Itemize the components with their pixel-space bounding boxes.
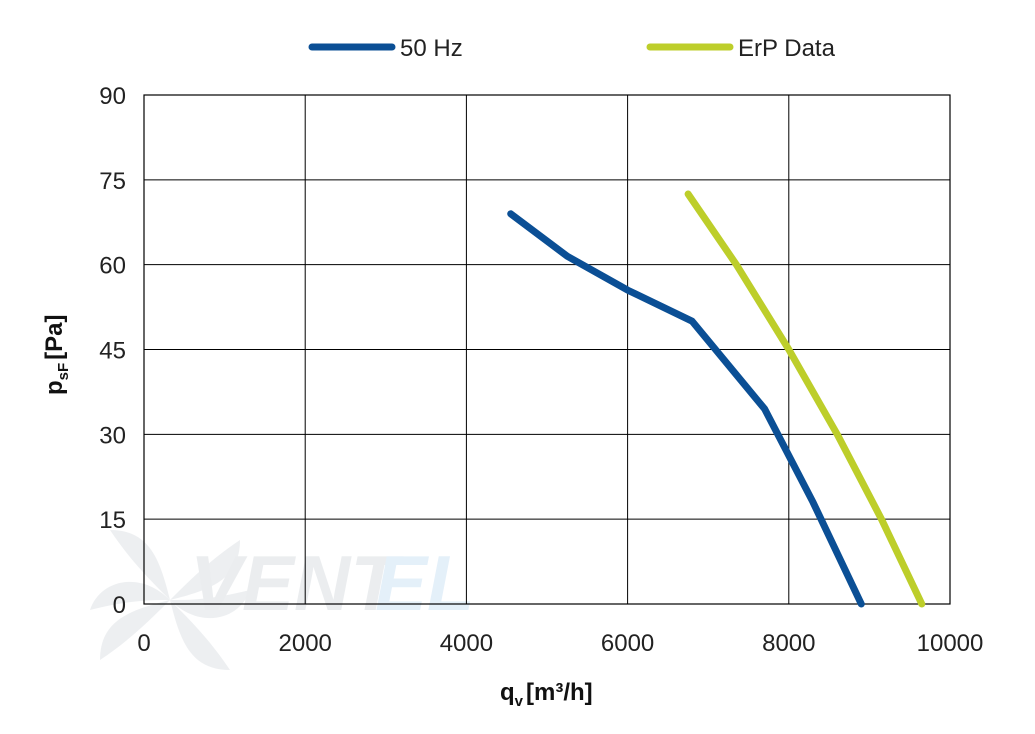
y-tick-label: 75 (99, 168, 126, 195)
y-tick-label: 45 (99, 338, 126, 365)
watermark-text-part1: VENT (190, 539, 404, 627)
y-tick-label: 15 (99, 507, 126, 534)
y-axis-title-unit: [Pa] (41, 314, 68, 359)
watermark-text-part2: EL (375, 539, 475, 627)
y-axis-title-sub: sF (55, 363, 72, 381)
grid (143, 94, 951, 605)
series-line-1 (684, 190, 926, 608)
x-tick-label: 4000 (440, 630, 493, 657)
series-line-0 (507, 210, 865, 608)
x-tick-label: 6000 (601, 630, 654, 657)
x-axis-title-unit: [m³/h] (526, 679, 593, 706)
y-tick-label: 0 (113, 592, 126, 619)
plot-frame (143, 94, 951, 605)
x-tick-label: 2000 (279, 630, 332, 657)
x-tick-label: 10000 (917, 630, 984, 657)
legend-label-50hz: 50 Hz (400, 35, 463, 62)
y-axis-title-main: p (41, 380, 68, 395)
x-tick-label: 0 (137, 630, 150, 657)
series-lines (507, 190, 926, 608)
x-axis-title-sub: v (515, 693, 524, 710)
y-tick-label: 30 (99, 422, 126, 449)
y-tick-label: 90 (99, 83, 126, 110)
x-axis-title: qv [m³/h] (500, 679, 593, 710)
x-axis-title-main: q (500, 679, 515, 706)
y-tick-label: 60 (99, 253, 126, 280)
y-tick-labels: 0 15 30 45 60 75 90 (99, 83, 126, 619)
x-tick-labels: 0 2000 4000 6000 8000 10000 (137, 630, 983, 657)
x-tick-label: 8000 (762, 630, 815, 657)
y-axis-title: psF [Pa] (41, 314, 72, 395)
legend: 50 Hz ErP Data (308, 35, 836, 62)
legend-label-erp: ErP Data (738, 35, 836, 62)
